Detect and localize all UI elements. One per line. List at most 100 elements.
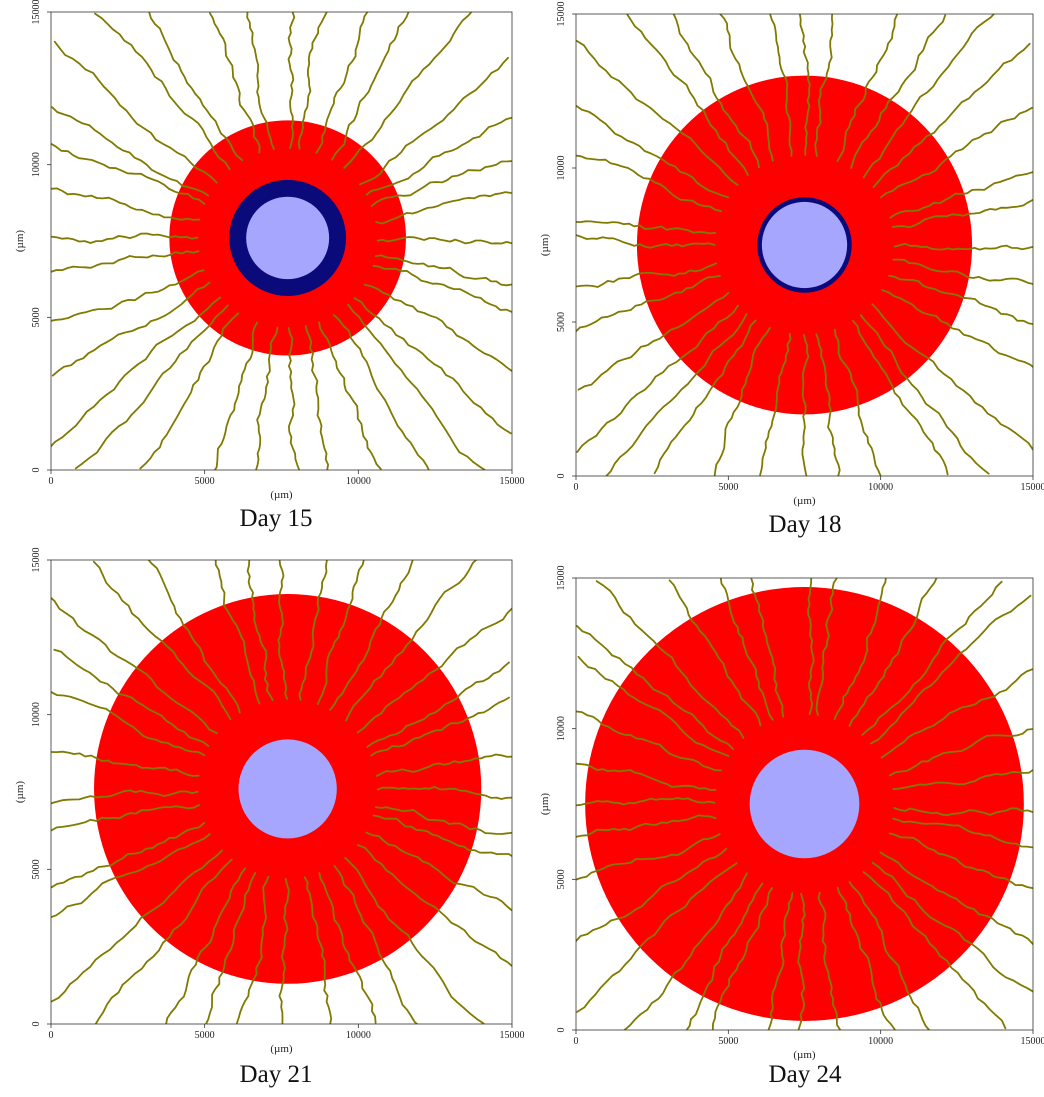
vessel-line	[94, 648, 210, 747]
vessel-line	[719, 587, 774, 721]
vessel-line	[94, 821, 206, 889]
vessel-line	[801, 334, 810, 415]
plot-panel-day-21: 0 5000 10000 15000 0 5000 10000 15000 (µm) (µm) D…	[0, 548, 525, 1097]
vessel-line	[246, 594, 274, 701]
vessel-line	[212, 321, 259, 356]
y-axis-label: (µm)	[539, 793, 551, 816]
vessel-line	[363, 283, 512, 372]
vessel-line	[169, 232, 199, 244]
vessel-line	[51, 281, 211, 377]
vessel-line	[359, 56, 509, 186]
x-axis-label: (µm)	[793, 495, 816, 507]
x-tick-label: 0	[574, 1036, 579, 1047]
vessel-line	[366, 661, 482, 748]
vessel-line	[146, 594, 241, 714]
vessel-line	[374, 806, 482, 835]
vessel-line	[329, 594, 414, 711]
vessel-line	[356, 606, 482, 734]
vessel-line	[169, 269, 205, 322]
axes-frame	[575, 577, 1034, 1031]
vessel-line	[891, 198, 973, 229]
vessel-line	[298, 594, 328, 701]
vessel-line	[287, 120, 296, 149]
vessel-line	[359, 120, 406, 186]
vessel-line	[769, 75, 793, 157]
vessel-line	[278, 878, 290, 984]
x-axis-label: (µm)	[793, 1049, 816, 1061]
vessel-line	[148, 12, 244, 162]
plot-area	[576, 578, 1033, 1030]
vessel-line	[169, 142, 206, 205]
vessel-line	[636, 234, 716, 249]
x-tick-label: 0	[49, 1030, 54, 1041]
x-tick-label: 10000	[868, 1036, 893, 1047]
core-region	[761, 201, 848, 289]
plot-area	[576, 14, 1033, 476]
vessel-line	[718, 75, 774, 162]
y-tick-label: 15000	[556, 2, 567, 27]
vessel-line	[375, 191, 406, 225]
vessel-line	[74, 304, 229, 470]
vessel-line	[343, 12, 473, 169]
x-tick-label: 15000	[500, 476, 525, 487]
plot-area	[51, 12, 512, 470]
y-tick-label: 5000	[556, 869, 567, 889]
vessel-line	[372, 264, 406, 313]
vessel-line	[315, 120, 369, 154]
vessel-line	[51, 106, 210, 197]
vessel-line	[246, 120, 275, 150]
x-tick-label: 5000	[195, 476, 215, 487]
y-tick-label: 10000	[31, 702, 42, 727]
vessel-line	[798, 75, 811, 156]
y-axis-label: (µm)	[14, 230, 26, 253]
vessel-line	[888, 274, 973, 326]
vessel-line	[318, 321, 382, 356]
vessel-line	[255, 326, 279, 356]
panel-title: Day 24	[768, 1061, 842, 1088]
plot-area	[51, 560, 512, 1024]
vessel-line	[169, 187, 201, 221]
vessel-line	[214, 594, 261, 705]
vessel-line	[636, 220, 717, 235]
panel-title: Day 18	[768, 511, 842, 538]
y-axis-label: (µm)	[14, 781, 26, 804]
vessel-line	[797, 893, 806, 1021]
vessel-line	[357, 844, 482, 968]
vessel-line	[94, 833, 211, 919]
vessel-line	[53, 40, 218, 184]
vessel-line	[636, 275, 721, 333]
vessel-network-inside	[94, 594, 482, 984]
vessel-line	[365, 831, 482, 911]
y-tick-label: 0	[556, 474, 567, 479]
vessel-line	[817, 891, 842, 1021]
vessel-line	[94, 691, 206, 757]
vessel-line	[815, 587, 838, 716]
vessel-line	[892, 258, 973, 285]
axes-frame	[50, 11, 513, 471]
vessel-line	[365, 120, 406, 196]
vessel-line	[893, 242, 973, 251]
x-axis-label: (µm)	[270, 489, 293, 501]
vessel-line	[303, 876, 333, 984]
x-tick-label: 15000	[1021, 1036, 1044, 1047]
vessel-line	[892, 817, 1024, 849]
vessel-line	[370, 160, 406, 207]
vessel-line	[370, 696, 482, 757]
vessel-line	[807, 587, 815, 715]
vessel-line	[333, 865, 422, 984]
vessel-line	[585, 762, 717, 791]
x-tick-label: 10000	[346, 476, 371, 487]
plot-panel-day-18: 0 5000 10000 15000 0 5000 10000 15000 (µm) (µm) D…	[522, 0, 1044, 548]
x-axis-label: (µm)	[270, 1043, 293, 1055]
x-tick-label: 10000	[868, 482, 893, 493]
vessel-line	[94, 789, 199, 805]
x-tick-label: 15000	[500, 1030, 525, 1041]
vessel-line	[372, 814, 482, 859]
vessel-line	[316, 594, 365, 705]
vessel-line	[767, 892, 794, 1021]
vessel-line	[139, 312, 240, 470]
vascular-tumor-plot: 0 5000 10000 15000 0 5000 10000 15000 (µm) (µm)	[14, 548, 525, 1056]
axes-frame	[575, 13, 1034, 477]
vessel-line	[889, 728, 1024, 777]
y-tick-label: 5000	[31, 859, 42, 879]
